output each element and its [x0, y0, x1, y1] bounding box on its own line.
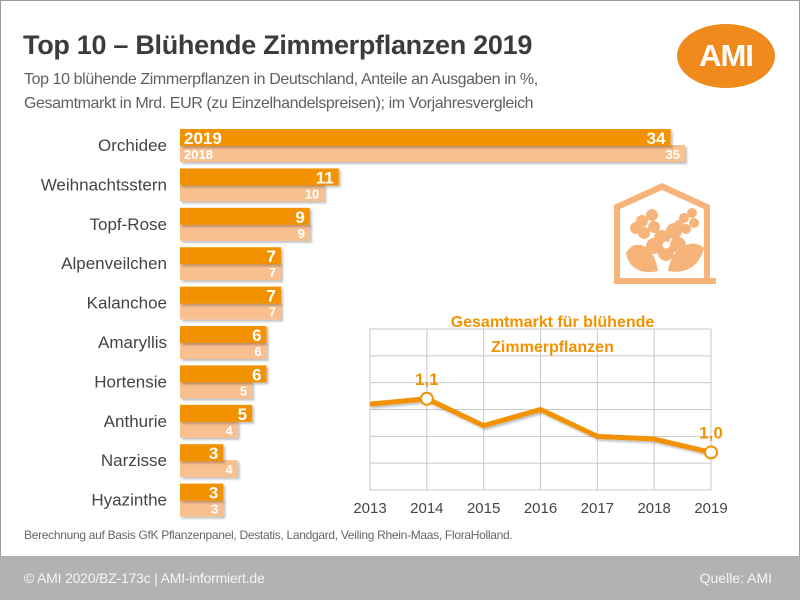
category-label: Orchidee: [98, 136, 167, 155]
x-tick-label: 2017: [581, 500, 614, 517]
value-label-2019: 6: [252, 326, 261, 345]
bar-2019: [180, 326, 267, 343]
page-title: Top 10 – Blühende Zimmerpflanzen 2019: [23, 30, 533, 60]
x-tick-label: 2013: [353, 500, 386, 517]
bar-2019: [180, 129, 671, 146]
bar-2019: [180, 404, 253, 422]
bar-2018: [180, 460, 238, 478]
bar-2019: [180, 444, 224, 462]
x-tick-label: 2019: [694, 500, 727, 517]
value-label-2018: 7: [269, 265, 276, 280]
value-label-2018: 6: [254, 344, 261, 359]
bar-2019: [180, 168, 339, 186]
footer-bar: © AMI 2020/BZ-173c | AMI-informiert.de Q…: [0, 556, 800, 600]
data-label: 1,0: [699, 423, 723, 442]
value-label-2018: 5: [240, 383, 247, 398]
line-chart: 2013 2014 2015 2016 2017 2018 2019 1,1 1,0 Gesamt…: [353, 314, 727, 517]
category-label: Weihnachtsstern: [41, 175, 167, 194]
value-label-2019: 3: [209, 444, 218, 463]
house-flower-icon: [614, 183, 716, 284]
series-label-2018: 2018: [184, 147, 213, 162]
series-label-2019: 2019: [184, 129, 222, 148]
bar-2018: [180, 302, 281, 320]
x-tick-label: 2016: [524, 500, 557, 517]
data-point-marker: [419, 391, 434, 406]
x-tick-label: 2014: [410, 500, 443, 517]
bar-2018: [180, 342, 267, 359]
subtitle-line-2: Gesamtmarkt in Mrd. EUR (zu Einzelhandel…: [24, 95, 534, 112]
bar-2018: [180, 184, 325, 202]
bar-2019: [180, 365, 267, 383]
line-chart-title-1: Gesamtmarkt für blühende: [451, 314, 655, 331]
line-chart-title-2: Zimmerpflanzen: [491, 339, 614, 356]
source-note: Berechnung auf Basis GfK Pflanzenpanel, …: [24, 528, 513, 542]
value-label-2018: 9: [298, 226, 305, 241]
value-label-2019: 11: [316, 168, 334, 187]
category-label: Hyazinthe: [91, 491, 167, 510]
bar-2018: [180, 223, 310, 241]
x-tick-label: 2015: [467, 500, 500, 517]
bar-2019: [180, 286, 281, 304]
bar-2018: [180, 420, 238, 438]
bar-2019: [180, 207, 310, 225]
bar-2018: [180, 263, 281, 281]
value-label-2019: 7: [267, 247, 276, 266]
footer-copyright: © AMI 2020/BZ-173c | AMI-informiert.de: [24, 570, 265, 586]
value-label-2019: 7: [267, 287, 276, 306]
value-label-2018: 4: [225, 462, 233, 477]
value-label-2018: 10: [305, 186, 319, 201]
value-label-2019: 6: [252, 365, 261, 384]
category-label: Kalanchoe: [87, 294, 167, 313]
subtitle-line-1: Top 10 blühende Zimmerpflanzen in Deutsc…: [24, 71, 538, 88]
footer-source: Quelle: AMI: [699, 570, 772, 586]
value-label-2019: 9: [295, 208, 304, 227]
category-label: Narzisse: [101, 451, 167, 470]
value-label-2019: 5: [238, 405, 247, 424]
data-label: 1,1: [415, 370, 439, 389]
bar-2018: [180, 145, 685, 162]
ami-logo: AMI: [677, 24, 775, 88]
value-label-2018: 3: [211, 502, 218, 517]
bar-2019: [180, 483, 224, 501]
category-label: Alpenveilchen: [61, 254, 167, 273]
category-label: Topf-Rose: [90, 215, 167, 234]
category-label: Anthurie: [104, 412, 167, 431]
bar-2018: [180, 499, 224, 517]
value-label-2018: 35: [666, 147, 680, 162]
value-label-2018: 4: [225, 423, 233, 438]
category-label: Amaryllis: [98, 333, 167, 352]
value-label-2018: 7: [269, 305, 276, 320]
data-point-marker: [704, 445, 718, 460]
value-label-2019: 34: [647, 129, 666, 148]
value-label-2019: 3: [209, 484, 218, 503]
bar-2019: [180, 247, 281, 265]
category-label: Hortensie: [94, 372, 167, 391]
x-tick-label: 2018: [637, 500, 670, 517]
bar-2018: [180, 381, 253, 399]
